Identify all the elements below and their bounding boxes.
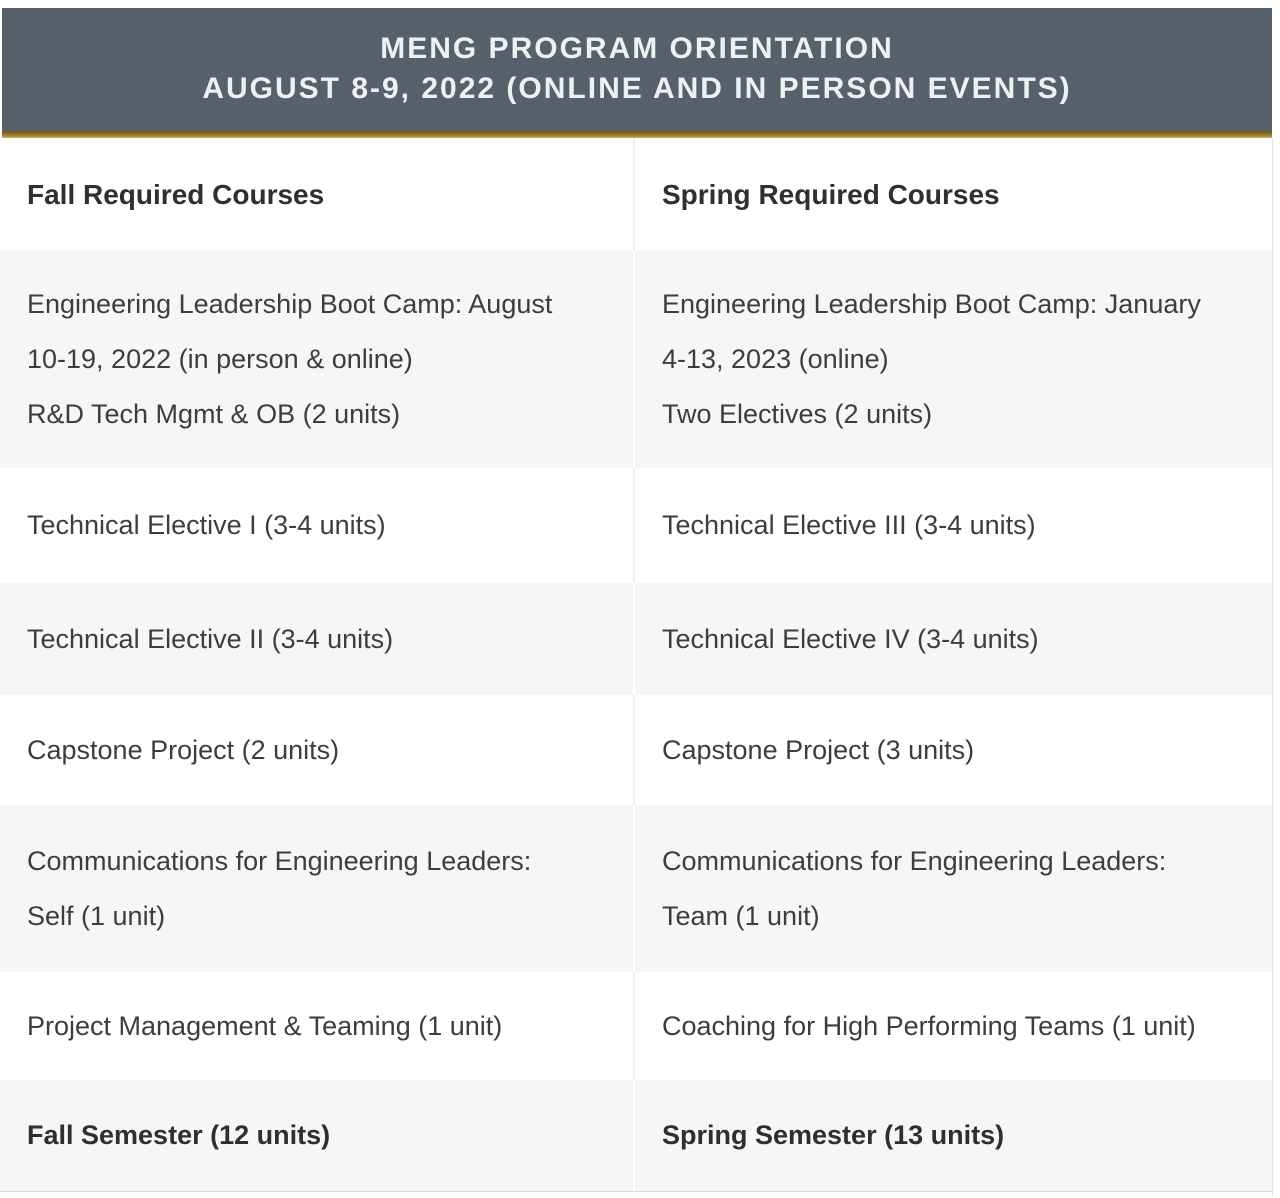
spring-communications-cell: Communications for Engineering Leaders: … (662, 845, 1167, 931)
spring-column-header: Spring Required Courses (662, 179, 1000, 210)
table-row-elective-2: Technical Elective II (3-4 units) Techni… (0, 583, 1272, 695)
program-courses-table: Fall Required Courses Spring Required Co… (0, 138, 1273, 1197)
fall-capstone-cell: Capstone Project (2 units) (0, 695, 635, 805)
fall-column-header: Fall Required Courses (0, 138, 635, 251)
table-row-capstone: Capstone Project (2 units) Capstone Proj… (0, 695, 1272, 805)
gold-accent-bar (2, 131, 1272, 138)
fall-elective-1-cell: Technical Elective I (3-4 units) (0, 468, 635, 583)
table-title-line2: AUGUST 8-9, 2022 (ONLINE AND IN PERSON E… (202, 72, 1072, 105)
fall-communications-cell: Communications for Engineering Leaders: … (0, 805, 635, 972)
next-row-cutoff-right (635, 1191, 1272, 1197)
fall-semester-total-cell: Fall Semester (12 units) (0, 1080, 635, 1191)
fall-bootcamp-cell: Engineering Leadership Boot Camp: August… (0, 251, 635, 468)
table-row-semester-totals: Fall Semester (12 units) Spring Semester… (0, 1080, 1272, 1191)
table-row-communications: Communications for Engineering Leaders: … (0, 805, 1272, 972)
table-title-line1: MENG PROGRAM ORIENTATION (380, 32, 894, 65)
table-row-bootcamp: Engineering Leadership Boot Camp: August… (0, 251, 1272, 468)
table-header-row: Fall Required Courses Spring Required Co… (0, 138, 1272, 251)
spring-bootcamp-cell: Engineering Leadership Boot Camp: Januar… (662, 289, 1201, 429)
table-title-banner: MENG PROGRAM ORIENTATION AUGUST 8-9, 202… (2, 8, 1272, 131)
next-row-cutoff-left (0, 1191, 635, 1197)
spring-coaching-cell: Coaching for High Performing Teams (1 un… (662, 1010, 1196, 1041)
spring-elective-4-cell: Technical Elective IV (3-4 units) (662, 623, 1039, 654)
spring-capstone-cell: Capstone Project (3 units) (662, 734, 975, 765)
spring-elective-3-cell: Technical Elective III (3-4 units) (662, 510, 1036, 540)
fall-elective-2-cell: Technical Elective II (3-4 units) (0, 583, 635, 695)
fall-project-management-cell: Project Management & Teaming (1 unit) (0, 972, 635, 1080)
table-row-elective-1: Technical Elective I (3-4 units) Technic… (0, 468, 1272, 583)
spring-semester-total-cell: Spring Semester (13 units) (662, 1120, 1005, 1150)
table-row-management: Project Management & Teaming (1 unit) Co… (0, 972, 1272, 1080)
next-row-cutoff (0, 1191, 1272, 1197)
